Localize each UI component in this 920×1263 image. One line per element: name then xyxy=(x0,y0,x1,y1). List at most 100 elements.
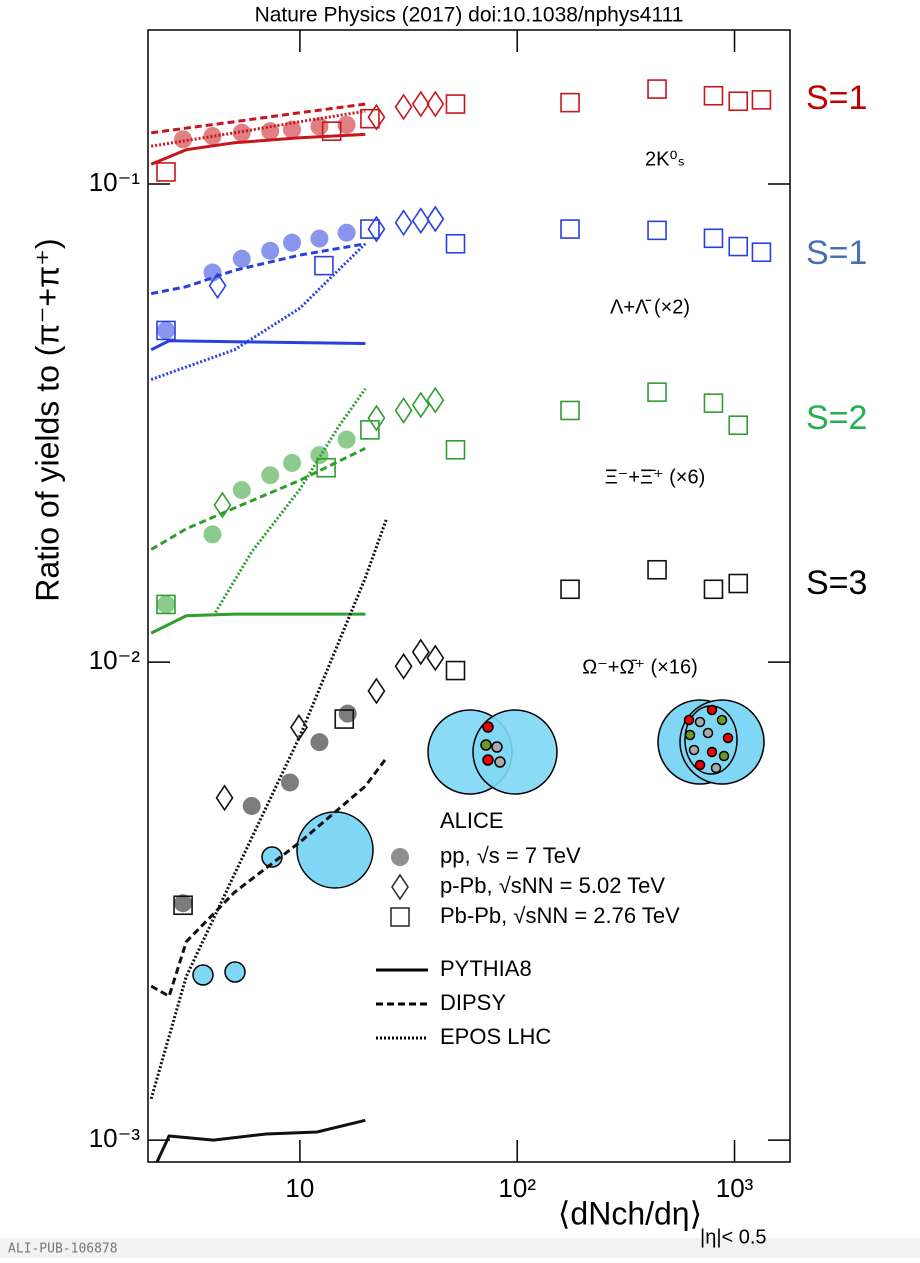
plot-frame xyxy=(147,29,791,1163)
proton xyxy=(192,964,214,986)
particle xyxy=(494,756,506,768)
legend-title: ALICE xyxy=(440,808,504,833)
pbpb-point xyxy=(728,415,749,435)
pbpb-point xyxy=(560,579,580,600)
pbpb-point xyxy=(360,420,380,440)
pbpb-point xyxy=(156,594,176,615)
ppb-point xyxy=(367,103,386,131)
pbpb-point xyxy=(173,895,193,916)
strangeness-label: S=2 xyxy=(806,399,867,437)
legend-label: p-Pb, √sNN = 5.02 TeV xyxy=(440,873,665,898)
ppb-point xyxy=(394,93,413,121)
pp-point xyxy=(203,525,222,544)
y-tick-label: 10⁻² xyxy=(89,645,141,675)
pp-point xyxy=(337,430,356,449)
model-line xyxy=(150,446,366,551)
strangeness-label: S=1 xyxy=(806,79,867,117)
footer: ALI-PUB-106878 xyxy=(8,1242,118,1257)
x-axis-label-sub: |η|< 0.5 xyxy=(700,1226,767,1248)
ppb-point xyxy=(367,404,386,432)
ppb-point xyxy=(411,391,430,419)
pbpb-point xyxy=(751,242,772,263)
pbpb-point xyxy=(647,79,667,99)
pbpb-point xyxy=(703,579,724,600)
ppb-point xyxy=(394,652,413,680)
model-line xyxy=(149,518,388,1100)
species-label: Ω⁻+Ω̄⁺ (×16) xyxy=(582,656,698,678)
legend-label: pp, √s = 7 TeV xyxy=(440,843,581,868)
model-line xyxy=(150,242,366,296)
pbpb-point xyxy=(445,660,466,681)
pp-point xyxy=(261,466,280,485)
model-line xyxy=(150,757,388,999)
pp-point xyxy=(156,595,175,614)
ppb-point xyxy=(394,209,413,237)
pbpb-point xyxy=(647,220,667,241)
pbpb-point xyxy=(703,85,724,106)
model-line xyxy=(155,1118,366,1162)
pp-point xyxy=(283,233,302,252)
pbpb-point xyxy=(703,393,724,413)
pp-point xyxy=(310,117,329,136)
pbpb-point xyxy=(751,90,772,110)
pbpb-point xyxy=(445,94,466,114)
ppb-point xyxy=(411,207,430,235)
legend-label: DIPSY xyxy=(440,990,506,1015)
y-tick-label: 10⁻³ xyxy=(89,1123,141,1153)
ppb-point xyxy=(411,90,430,118)
pbpb-point xyxy=(445,233,466,254)
pp-point xyxy=(261,241,280,260)
pp-point xyxy=(232,249,251,268)
pbpb-point xyxy=(314,255,334,276)
pp-point xyxy=(174,894,193,913)
pbpb-point xyxy=(703,228,724,249)
model-line xyxy=(150,339,366,352)
x-axis-label: ⟨dNch/dη⟩ xyxy=(558,1195,702,1231)
particle xyxy=(491,741,503,753)
model-line xyxy=(212,387,367,617)
pbpb-point xyxy=(560,219,580,239)
model-line xyxy=(150,242,367,381)
proton xyxy=(261,846,283,868)
species-label: 2K⁰ₛ xyxy=(645,148,685,170)
model-line xyxy=(150,612,366,635)
legend-label: PYTHIA8 xyxy=(440,956,532,981)
pp-point xyxy=(232,123,251,142)
pbpb-point xyxy=(360,108,380,129)
pbpb-point xyxy=(156,162,176,182)
pbpb-point xyxy=(728,91,749,112)
ppb-point xyxy=(213,491,232,519)
proton xyxy=(224,961,246,983)
model-line xyxy=(150,132,366,166)
pbpb-point xyxy=(321,121,342,141)
nucleus xyxy=(472,709,558,795)
ppb-point xyxy=(411,638,430,666)
pp-point xyxy=(310,733,329,752)
pp-point xyxy=(261,122,280,141)
pp-point xyxy=(338,704,357,723)
particle xyxy=(482,754,494,766)
pbpb-point xyxy=(360,219,380,239)
pbpb-point xyxy=(560,400,580,421)
pbpb-point xyxy=(647,382,667,402)
pp-point xyxy=(337,223,356,242)
y-tick-label: 10⁻¹ xyxy=(89,167,141,197)
particle xyxy=(482,721,494,733)
pbpb-point xyxy=(334,709,355,729)
illustrations xyxy=(192,699,765,986)
legend-marker xyxy=(391,873,409,901)
pbpb-point xyxy=(647,559,667,580)
x-tick-label: 10² xyxy=(498,1173,536,1203)
pbpb-point xyxy=(445,440,466,460)
ppb-point xyxy=(215,784,234,812)
footer-band xyxy=(0,1238,920,1258)
ppb-point xyxy=(426,90,445,118)
legend-marker xyxy=(390,907,410,927)
pbpb-point xyxy=(156,320,176,341)
pp-point xyxy=(337,115,356,134)
y-axis-label: Ratio of yields to (π⁻+π⁺) xyxy=(29,238,65,601)
ppb-point xyxy=(367,215,386,243)
legend-label: Pb-Pb, √sNN = 2.76 TeV xyxy=(440,903,680,928)
species-label: Ξ⁻+Ξ̄⁺ (×6) xyxy=(605,466,705,488)
